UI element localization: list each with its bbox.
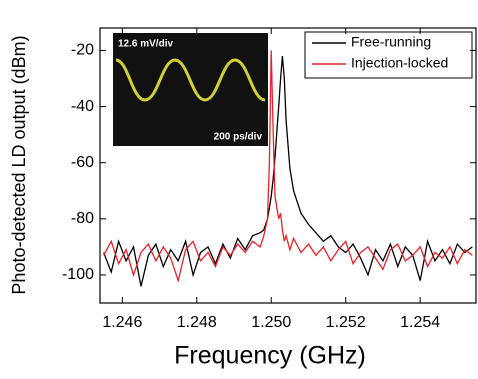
y-tick-label: -80 [71,210,94,227]
x-tick-label: 1.248 [177,314,217,331]
legend-label: Free-running [351,34,431,50]
inset-label: 12.6 mV/div [118,39,173,50]
y-tick-label: -100 [62,266,94,283]
x-tick-label: 1.252 [326,314,366,331]
inset: 12.6 mV/div 200 ps/div [113,33,268,146]
x-tick-label: 1.246 [102,314,142,331]
y-tick-label: -60 [71,154,94,171]
inset-label: 200 ps/div [214,132,263,143]
y-tick-label: -40 [71,98,94,115]
x-tick-label: 1.254 [400,314,440,331]
x-tick-label: 1.250 [251,314,291,331]
y-tick-label: -20 [71,42,94,59]
legend-label: Injection-locked [351,55,448,71]
y-axis-label: Photo-detected LD output (dBm) [9,35,29,294]
x-axis-label: Frequency (GHz) [174,342,366,370]
inset-background [113,33,268,146]
chart: 12.6 mV/div 200 ps/div Frequency (GHz) P… [0,0,478,379]
